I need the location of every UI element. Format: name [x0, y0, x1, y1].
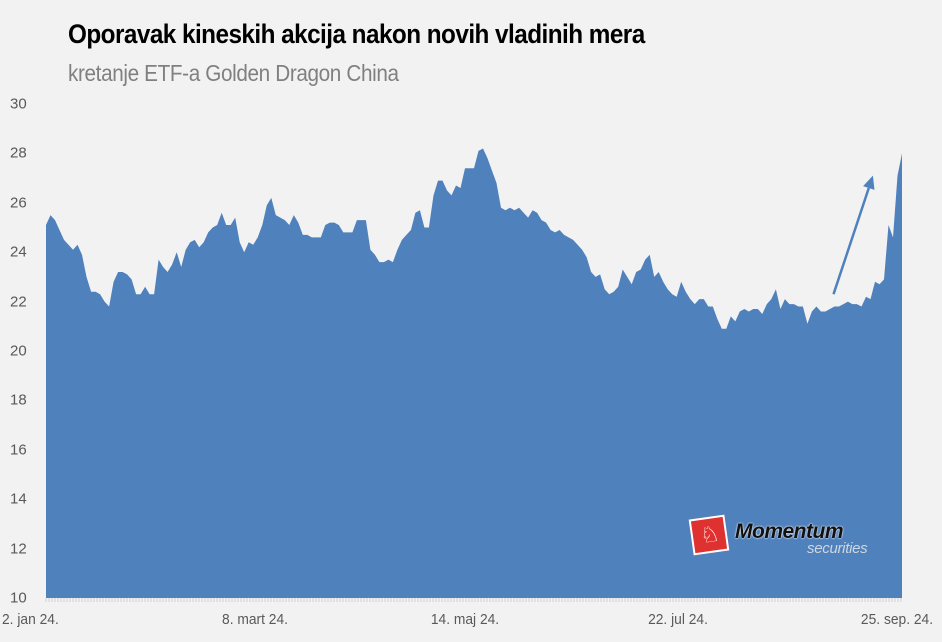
chart-title: Oporavak kineskih akcija nakon novih vla…: [68, 19, 645, 49]
y-tick-label: 12: [10, 540, 27, 558]
x-tick-label: 22. jul 24.: [648, 611, 708, 628]
x-tick-label: 14. maj 24.: [430, 611, 500, 628]
logo-tagline: securities: [807, 540, 868, 557]
x-tick-label: 25. sep. 24.: [860, 611, 934, 628]
y-tick-label: 28: [10, 144, 27, 162]
y-tick-label: 20: [10, 342, 27, 360]
trend-arrow-icon: [832, 175, 875, 295]
y-tick-label: 30: [10, 95, 27, 113]
y-tick-label: 10: [10, 589, 27, 607]
y-tick-label: 24: [10, 243, 27, 261]
x-tick-label: 8. mart 24.: [222, 611, 288, 628]
chart-subtitle: kretanje ETF-a Golden Dragon China: [68, 60, 399, 86]
y-tick-label: 18: [10, 391, 27, 409]
y-tick-label: 22: [10, 293, 27, 311]
y-tick-label: 14: [10, 490, 27, 508]
momentum-logo: ♘ Momentum securities: [688, 514, 884, 560]
y-tick-label: 26: [10, 194, 27, 212]
bull-logo-icon: ♘: [688, 514, 730, 556]
y-tick-label: 16: [10, 441, 27, 459]
logo-name: Momentum: [735, 520, 844, 543]
area-series: [46, 148, 902, 598]
x-axis-ticks: [45, 598, 902, 602]
x-tick-label: 2. jan 24.: [2, 611, 59, 628]
